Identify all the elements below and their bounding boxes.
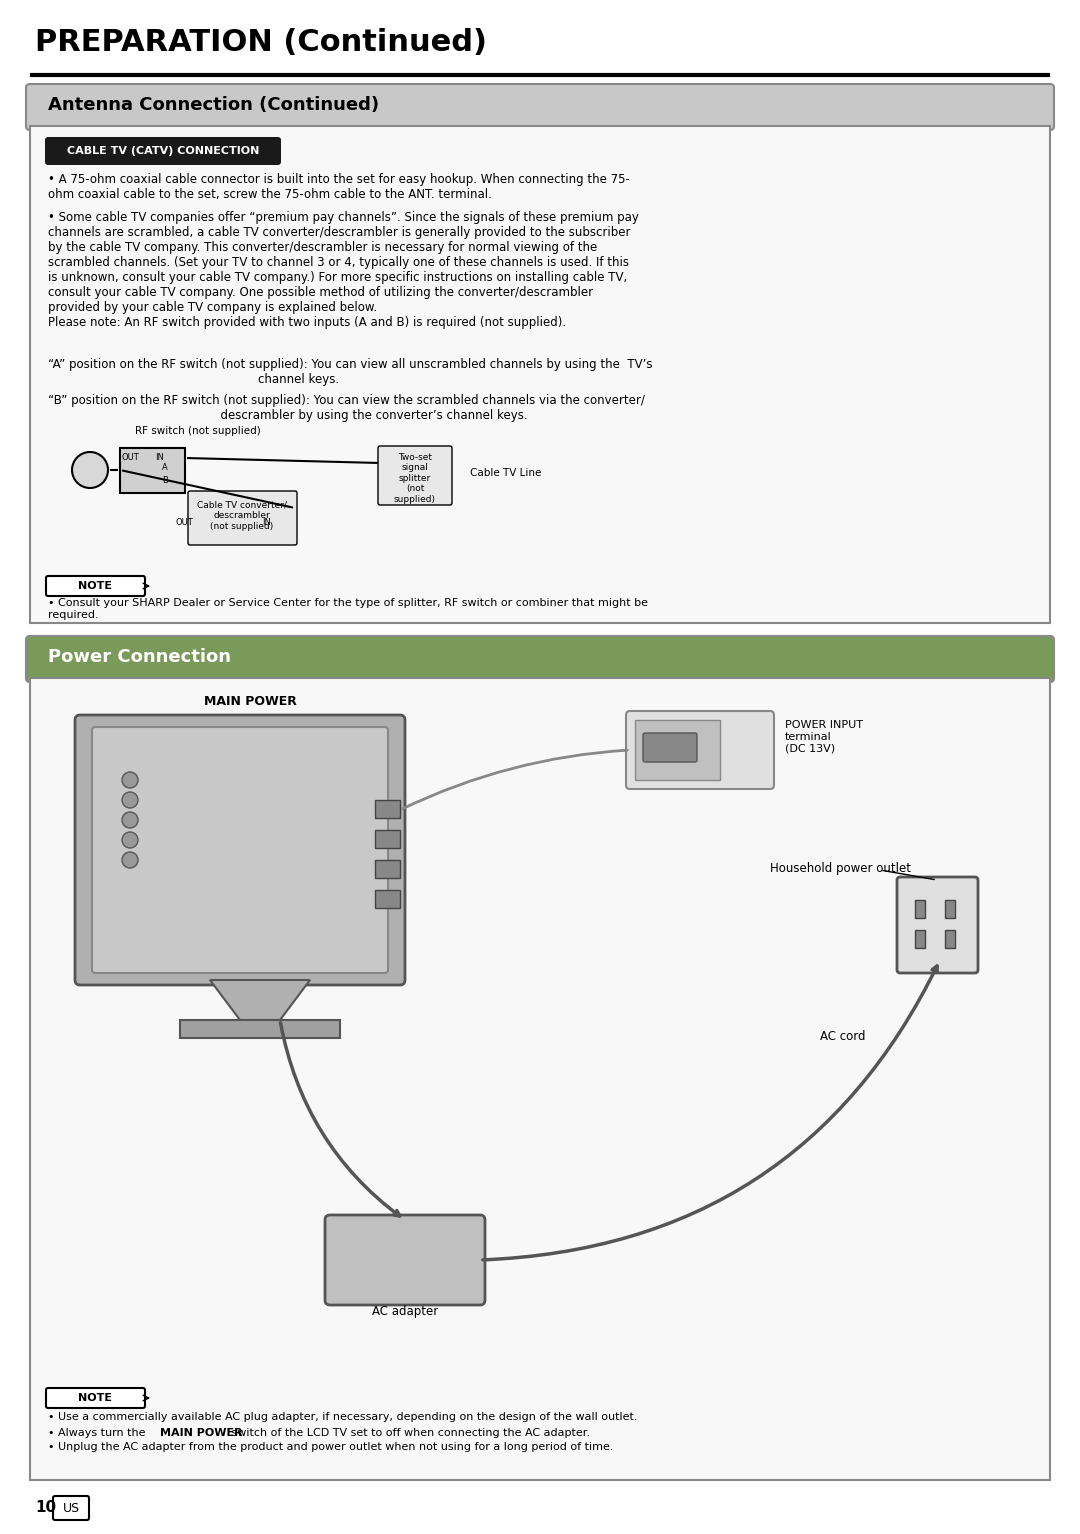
FancyBboxPatch shape [378,446,453,505]
FancyBboxPatch shape [53,1496,89,1520]
Bar [375,890,400,908]
Text: “B” position on the RF switch (not supplied): You can view the scrambled channel: “B” position on the RF switch (not suppl… [48,394,645,422]
Text: OUT: OUT [122,453,139,462]
Text: Power Connection: Power Connection [48,647,231,666]
Text: switch of the LCD TV set to off when connecting the AC adapter.: switch of the LCD TV set to off when con… [228,1428,590,1437]
FancyBboxPatch shape [30,678,1050,1480]
FancyBboxPatch shape [897,877,978,973]
Bar [375,801,400,818]
Text: • Unplug the AC adapter from the product and power outlet when not using for a l: • Unplug the AC adapter from the product… [48,1442,613,1453]
FancyBboxPatch shape [46,1388,145,1408]
Circle shape [122,811,138,828]
Polygon shape [210,980,310,1020]
FancyBboxPatch shape [75,715,405,985]
Bar [915,900,924,917]
Text: NOTE: NOTE [78,1393,112,1404]
Bar [945,900,955,917]
Text: Cable TV Line: Cable TV Line [470,468,541,479]
Text: • A 75-ohm coaxial cable connector is built into the set for easy hookup. When c: • A 75-ohm coaxial cable connector is bu… [48,173,630,201]
Circle shape [122,851,138,868]
FancyBboxPatch shape [626,710,774,788]
Text: RF switch (not supplied): RF switch (not supplied) [135,426,260,436]
Text: AC cord: AC cord [820,1029,865,1043]
Text: Cable TV converter/
descrambler
(not supplied): Cable TV converter/ descrambler (not sup… [197,502,287,531]
Bar [120,448,185,492]
Text: A: A [162,463,167,472]
Text: OUT: OUT [175,518,192,528]
Text: B: B [162,476,167,485]
Text: AC adapter: AC adapter [372,1305,438,1318]
Circle shape [122,792,138,808]
Circle shape [122,772,138,788]
FancyBboxPatch shape [30,126,1050,623]
FancyBboxPatch shape [46,575,145,597]
FancyBboxPatch shape [643,733,697,762]
FancyBboxPatch shape [325,1215,485,1305]
FancyBboxPatch shape [45,137,281,166]
Text: • Use a commercially available AC plug adapter, if necessary, depending on the d: • Use a commercially available AC plug a… [48,1411,637,1422]
Bar [375,830,400,848]
Text: Household power outlet: Household power outlet [770,862,912,874]
FancyBboxPatch shape [92,727,388,973]
Text: US: US [63,1502,80,1514]
FancyBboxPatch shape [26,637,1054,683]
Text: • Some cable TV companies offer “premium pay channels”. Since the signals of the: • Some cable TV companies offer “premium… [48,212,639,328]
Circle shape [122,831,138,848]
Text: Two-set
signal
splitter
(not
supplied): Two-set signal splitter (not supplied) [394,453,436,503]
Text: “A” position on the RF switch (not supplied): You can view all unscrambled chann: “A” position on the RF switch (not suppl… [48,357,652,387]
Text: PREPARATION (Continued): PREPARATION (Continued) [35,28,487,57]
Bar [945,930,955,948]
Text: IN: IN [156,453,164,462]
Text: MAIN POWER: MAIN POWER [203,695,296,709]
Bar [180,1020,340,1039]
Text: POWER INPUT
terminal
(DC 13V): POWER INPUT terminal (DC 13V) [785,719,863,753]
Text: • Always turn the: • Always turn the [48,1428,149,1437]
Text: 10: 10 [35,1500,56,1516]
Text: Antenna Connection (Continued): Antenna Connection (Continued) [48,97,379,114]
Bar [375,861,400,877]
FancyBboxPatch shape [26,84,1054,130]
Text: CABLE TV (CATV) CONNECTION: CABLE TV (CATV) CONNECTION [67,146,259,156]
Circle shape [72,453,108,488]
FancyBboxPatch shape [188,491,297,545]
Text: MAIN POWER: MAIN POWER [160,1428,243,1437]
Bar [635,719,720,779]
Text: NOTE: NOTE [78,581,112,591]
Text: IN: IN [262,518,271,528]
Bar [915,930,924,948]
Text: • Consult your SHARP Dealer or Service Center for the type of splitter, RF switc: • Consult your SHARP Dealer or Service C… [48,598,648,620]
